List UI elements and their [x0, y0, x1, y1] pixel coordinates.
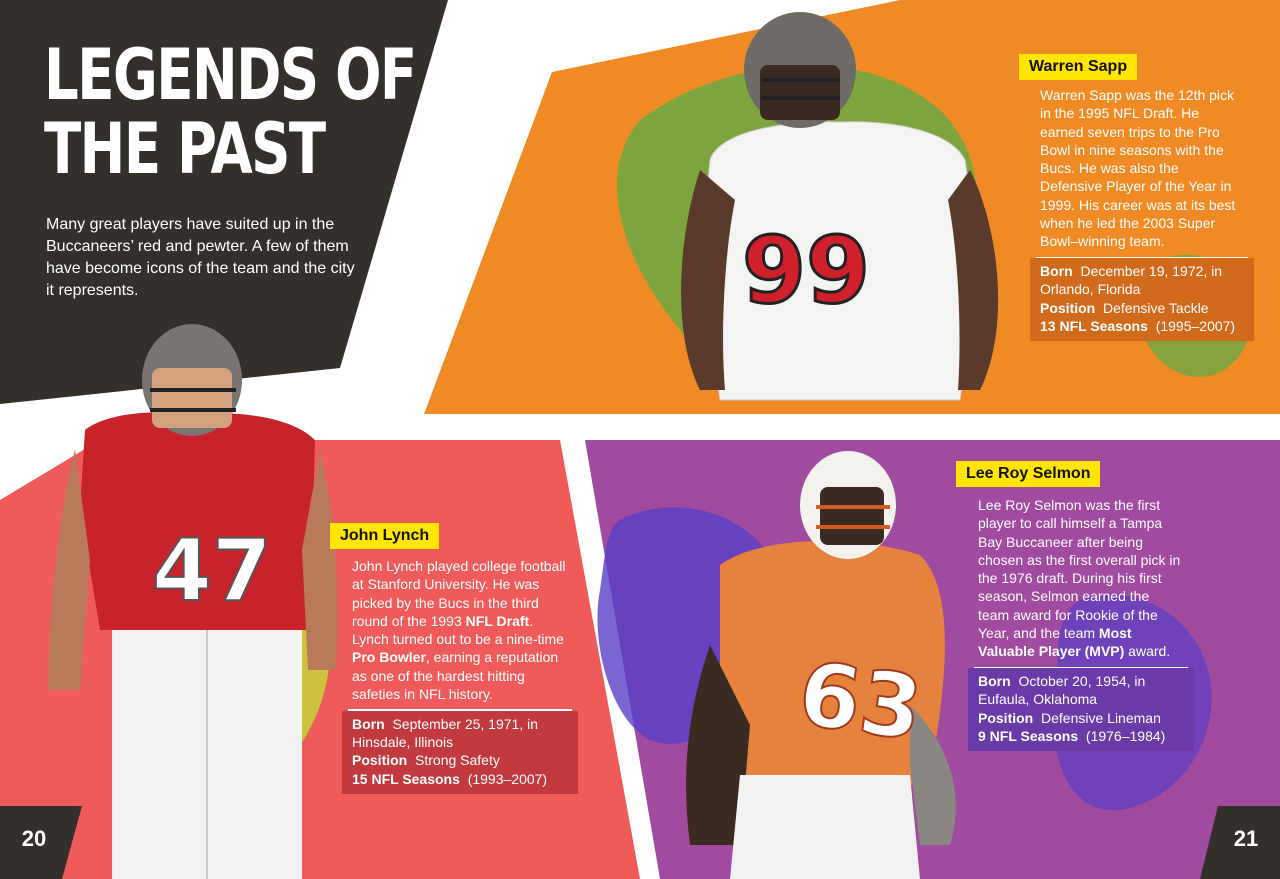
- selmon-seasons: 9 NFL Seasons (1976–1984): [978, 728, 1166, 745]
- sapp-position: Position Defensive Tackle: [1040, 299, 1209, 316]
- sapp-name-tag: Warren Sapp: [1019, 54, 1138, 80]
- lynch-divider: [348, 709, 572, 711]
- sapp-description: Warren Sapp was the 12th pick in the 199…: [1040, 87, 1236, 250]
- sapp-jersey-number: 99: [742, 217, 870, 324]
- selmon-facts: Born October 20, 1954, in Eufaula, Oklah…: [968, 668, 1194, 752]
- selmon-jersey-number: 63: [793, 641, 929, 760]
- lynch-position: Position Strong Safety: [352, 752, 500, 769]
- lynch-facts: Born September 25, 1971, in Hinsdale, Il…: [342, 710, 578, 795]
- sapp-info-card: Warren Sapp was the 12th pick in the 199…: [1030, 82, 1254, 342]
- page-title: LEGENDS OF THE PAST: [44, 34, 417, 190]
- sapp-divider: [1036, 256, 1248, 259]
- selmon-description: Lee Roy Selmon was the first player to c…: [978, 497, 1181, 660]
- lee-roy-selmon-photo: 63: [686, 451, 956, 879]
- sapp-facts: Born December 19, 1972, in Orlando, Flor…: [1030, 258, 1254, 342]
- page-number-left: 20: [21, 826, 47, 851]
- page-corner-left: [0, 806, 82, 879]
- lynch-seasons: 15 NFL Seasons (1993–2007): [352, 770, 548, 787]
- lynch-born: Born September 25, 1971, in Hinsdale, Il…: [352, 715, 538, 751]
- sapp-seasons: 13 NFL Seasons (1995–2007): [1040, 318, 1236, 335]
- page-number-right: 21: [1233, 826, 1259, 851]
- lynch-info-card: John Lynch played college football at St…: [342, 553, 578, 795]
- page-corner-right: [1200, 806, 1280, 879]
- lynch-jersey-number: 47: [152, 521, 272, 621]
- sapp-born: Born December 19, 1972, in Orlando, Flor…: [1040, 263, 1223, 298]
- selmon-position: Position Defensive Lineman: [978, 709, 1161, 726]
- title-panel: [0, 0, 448, 404]
- warren-sapp-photo: 99: [681, 12, 999, 401]
- lynch-description: John Lynch played college football at St…: [352, 558, 566, 703]
- title-line-1: LEGENDS OF: [44, 34, 417, 116]
- selmon-info-card: Lee Roy Selmon was the first player to c…: [968, 492, 1194, 752]
- selmon-divider: [974, 666, 1188, 669]
- selmon-name-tag: Lee Roy Selmon: [956, 461, 1101, 487]
- selmon-born: Born October 20, 1954, in Eufaula, Oklah…: [978, 673, 1146, 708]
- intro-text: Many great players have suited up in the…: [46, 216, 355, 299]
- title-line-2: THE PAST: [44, 108, 326, 190]
- john-lynch-photo: 47: [48, 324, 338, 879]
- lynch-name-tag: John Lynch: [330, 523, 440, 549]
